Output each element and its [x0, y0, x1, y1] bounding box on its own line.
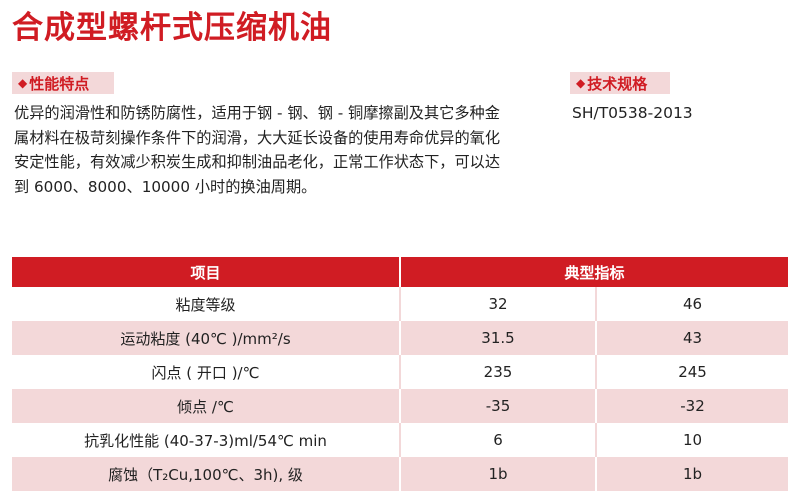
header-item: 项目 — [12, 257, 400, 287]
row-item: 倾点 /℃ — [12, 389, 400, 423]
row-value-1: 6 — [399, 423, 596, 457]
table-row: 粘度等级 32 46 — [12, 287, 789, 321]
diamond-icon: ◆ — [18, 76, 28, 90]
diamond-icon: ◆ — [576, 76, 586, 90]
row-item: 腐蚀（T₂Cu,100℃、3h), 级 — [12, 457, 400, 491]
row-value-1: -35 — [399, 389, 596, 423]
table-row: 抗乳化性能 (40-37-3)ml/54℃ min 6 10 — [12, 423, 789, 457]
row-item: 粘度等级 — [12, 287, 400, 321]
row-value-2: 43 — [594, 321, 789, 355]
specification-tag-label: 技术规格 — [587, 74, 648, 93]
table-row: 运动粘度 (40℃ )/mm²/s 31.5 43 — [12, 321, 789, 355]
performance-description: 优异的润滑性和防锈防腐性，适用于钢 - 钢、钢 - 铜摩擦副及其它多种金属材料在… — [14, 104, 500, 196]
row-value-2: 245 — [594, 355, 789, 389]
specification-value: SH/T0538-2013 — [572, 104, 693, 122]
row-value-2: 46 — [594, 287, 789, 321]
typical-properties-table: 项目 典型指标 粘度等级 32 46 运动粘度 (40℃ )/mm²/s 31.… — [12, 257, 789, 491]
row-value-1: 235 — [399, 355, 596, 389]
page-title: 合成型螺杆式压缩机油 — [12, 10, 332, 46]
table-row: 腐蚀（T₂Cu,100℃、3h), 级 1b 1b — [12, 457, 789, 491]
row-value-1: 32 — [399, 287, 596, 321]
row-item: 运动粘度 (40℃ )/mm²/s — [12, 321, 400, 355]
header-typical-value: 典型指标 — [398, 257, 789, 287]
specification-tag: ◆ 技术规格 — [570, 72, 670, 94]
row-item: 抗乳化性能 (40-37-3)ml/54℃ min — [12, 423, 400, 457]
row-value-2: -32 — [594, 389, 789, 423]
performance-tag: ◆ 性能特点 — [12, 72, 114, 94]
performance-tag-label: 性能特点 — [29, 74, 90, 93]
row-item: 闪点 ( 开口 )/℃ — [12, 355, 400, 389]
row-value-2: 10 — [594, 423, 789, 457]
table-row: 闪点 ( 开口 )/℃ 235 245 — [12, 355, 789, 389]
row-value-1: 1b — [399, 457, 596, 491]
row-value-2: 1b — [594, 457, 789, 491]
table-header-row: 项目 典型指标 — [12, 257, 789, 287]
table-row: 倾点 /℃ -35 -32 — [12, 389, 789, 423]
row-value-1: 31.5 — [399, 321, 596, 355]
